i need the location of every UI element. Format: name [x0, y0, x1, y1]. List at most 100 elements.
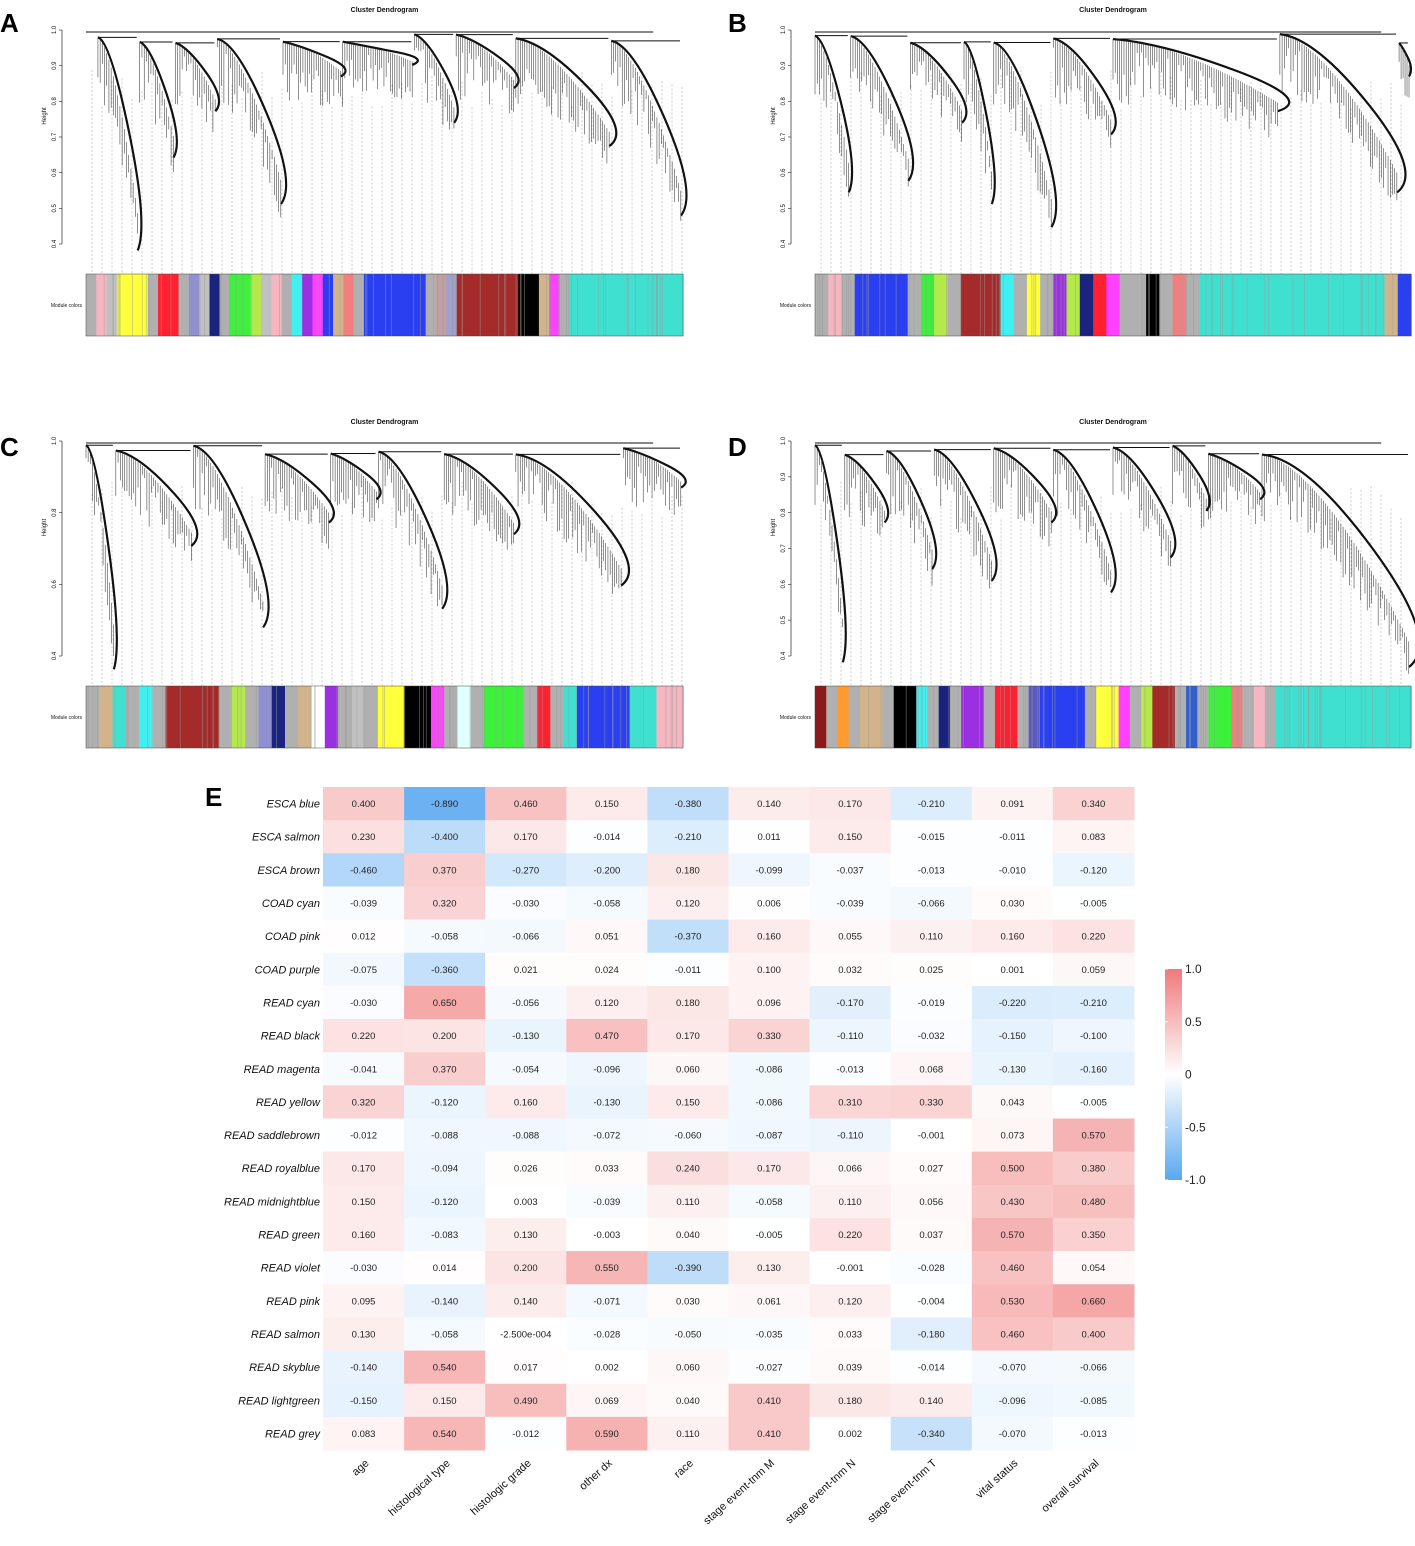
heatmap-cell-value: 0.660 — [1082, 1296, 1106, 1307]
heatmap-cell-value: -0.120 — [431, 1097, 458, 1108]
heatmap-cell-value: 0.130 — [757, 1263, 781, 1274]
heatmap-cell — [404, 886, 486, 921]
module-color-segment — [487, 274, 499, 336]
module-color-segment — [86, 274, 97, 336]
module-color-segment — [960, 274, 975, 336]
module-color-segment — [882, 686, 895, 748]
heatmap-cell — [1052, 1284, 1135, 1318]
row-label: READ black — [261, 1031, 321, 1043]
module-color-stripe — [240, 686, 242, 748]
module-color-stripe — [846, 274, 847, 336]
heatmap-cell-value: 0.110 — [676, 1429, 699, 1440]
heatmap-cell-value: 0.460 — [1000, 1329, 1024, 1340]
module-color-stripe — [913, 274, 915, 336]
y-tick-label: 0.7 — [52, 132, 58, 141]
heatmap-cell — [890, 1350, 973, 1385]
heatmap-cell-value: 0.480 — [1082, 1197, 1106, 1208]
heatmap-cell-value: 0.140 — [514, 1296, 538, 1307]
module-color-segment — [168, 274, 180, 336]
heatmap-cell — [404, 1284, 486, 1318]
color-legend: 1.0 0.5 0 -0.5 -1.0 — [1165, 962, 1206, 1187]
module-color-segment — [510, 686, 525, 748]
heatmap-cell-value: -0.039 — [350, 899, 377, 910]
module-color-stripe — [1361, 274, 1363, 336]
heatmap-cell-value: 0.032 — [838, 965, 862, 976]
dendrogram-panel-b: B Cluster Dendrogram 0.4 0.5 0.6 0.7 0.8 0.9 1.0… — [728, 7, 1413, 337]
heatmap-cell-value: 0.310 — [838, 1097, 862, 1108]
heatmap-cell-value: -0.200 — [593, 865, 620, 876]
heatmap-cell — [809, 1019, 892, 1053]
module-color-stripe — [383, 686, 385, 748]
heatmap-cell-value: 0.021 — [514, 965, 538, 976]
heatmap-cell — [566, 1151, 648, 1186]
module-color-segment — [662, 274, 674, 336]
heatmap-cell-value: -0.011 — [999, 832, 1025, 843]
heatmap-cell-value: 0.470 — [595, 1031, 619, 1042]
module-color-stripe — [520, 274, 522, 336]
dendrogram-branch — [515, 453, 631, 587]
dendrogram-branch — [97, 36, 143, 251]
heatmap-cell — [566, 820, 648, 854]
module-color-stripe — [1220, 274, 1221, 336]
heatmap-cell-value: -0.032 — [918, 1031, 945, 1042]
heatmap-cell — [890, 787, 973, 821]
module-color-stripe — [603, 274, 604, 336]
heatmap-cell-value: 0.370 — [433, 1064, 457, 1075]
module-color-stripe — [933, 686, 935, 748]
module-color-segment — [1366, 686, 1378, 748]
module-color-stripe — [179, 686, 181, 748]
module-color-stripe — [1193, 274, 1194, 336]
module-color-segment — [353, 274, 365, 336]
module-color-segment — [444, 686, 459, 748]
module-color-stripe — [583, 686, 585, 748]
row-label: COAD purple — [255, 964, 320, 976]
heatmap-cell-value: 0.059 — [1082, 965, 1106, 976]
module-color-stripe — [502, 686, 504, 748]
module-color-segment — [1238, 274, 1253, 336]
heatmap-cell-value: -0.013 — [1080, 1429, 1107, 1440]
dendrogram-branch — [886, 449, 938, 570]
heatmap-cell-value: 0.030 — [676, 1296, 700, 1307]
dendrogram-branch — [378, 450, 449, 610]
heatmap-cell — [1052, 1350, 1135, 1385]
heatmap-cell — [809, 1317, 892, 1352]
module-color-segment — [1291, 274, 1306, 336]
module-color-stripe — [1065, 274, 1067, 336]
module-color-stripe — [1186, 274, 1188, 336]
heatmap-cell — [323, 1217, 405, 1252]
module-color-stripe — [537, 686, 539, 748]
module-color-segment — [1073, 686, 1086, 748]
heatmap-cell-value: 0.060 — [676, 1064, 700, 1075]
module-colors-frame — [814, 685, 1412, 749]
heatmap-cell-value: 0.200 — [433, 1031, 457, 1042]
heatmap-cell-value: 0.060 — [676, 1363, 700, 1374]
module-color-segment — [1119, 274, 1134, 336]
module-color-segment — [983, 686, 996, 748]
heatmap-cell-value: 0.140 — [919, 1396, 943, 1407]
heatmap-cell-value: 0.054 — [1082, 1263, 1106, 1274]
heatmap-cell — [809, 1284, 892, 1318]
module-color-stripe — [1308, 686, 1310, 748]
heatmap-cell — [647, 853, 729, 887]
heatmap-cell — [647, 1019, 729, 1053]
heatmap-cell-value: 0.083 — [352, 1429, 376, 1440]
module-color-segment — [518, 274, 530, 336]
module-color-segment — [1384, 274, 1399, 336]
module-colors-label: Module colors — [780, 303, 812, 309]
heatmap-cell-value: 0.170 — [514, 832, 538, 843]
heatmap-cell — [566, 1383, 648, 1418]
panel-letter: B — [728, 8, 747, 38]
module-color-segment — [137, 274, 149, 336]
heatmap-cell — [971, 1251, 1054, 1285]
heatmap-cell-value: 0.350 — [1082, 1230, 1106, 1241]
module-color-segment — [112, 686, 127, 748]
module-color-stripe — [278, 274, 280, 336]
heatmap-cell-value: 0.027 — [919, 1164, 943, 1175]
y-tick-label: 1.0 — [781, 25, 787, 34]
heatmap-cell — [890, 1019, 973, 1053]
module-color-stripe — [418, 686, 420, 748]
heatmap-cell-value: -0.027 — [756, 1363, 783, 1374]
legend-tick-label: -1.0 — [1185, 1173, 1206, 1187]
module-color-segment — [311, 686, 326, 748]
